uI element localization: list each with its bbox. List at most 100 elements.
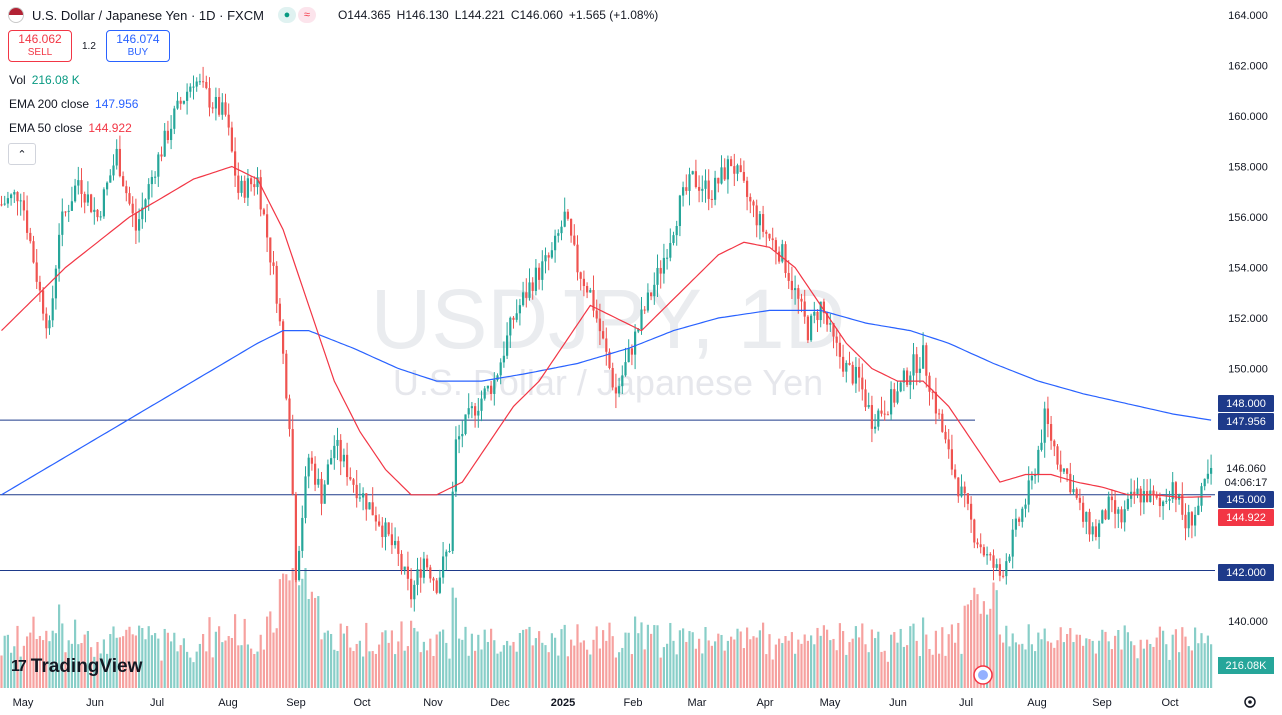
- candle-body: [314, 463, 317, 485]
- candle-body: [784, 244, 787, 274]
- ema200-legend[interactable]: EMA 200 close 147.956: [9, 97, 138, 111]
- candle-body: [733, 166, 736, 174]
- volume-bar: [272, 632, 275, 688]
- volume-bar: [720, 634, 723, 688]
- high-value: 146.130: [405, 8, 449, 22]
- volume-bar: [243, 618, 246, 688]
- volume-bar: [1126, 632, 1129, 688]
- candle-body: [595, 310, 598, 319]
- volume-bar: [464, 626, 467, 688]
- volume-bar: [518, 633, 521, 688]
- candle-body: [896, 391, 899, 403]
- candle-body: [1120, 509, 1123, 523]
- candle-body: [451, 491, 454, 551]
- volume-bar: [877, 631, 880, 688]
- candle-body: [787, 273, 790, 281]
- time-axis[interactable]: May Jun Jul Aug Sep Oct Nov Dec 2025 Feb Mar Apr May…: [13, 697, 1179, 709]
- volume-bar: [893, 632, 896, 688]
- volume-bar: [611, 636, 614, 688]
- candle-body: [874, 426, 877, 429]
- candle-body: [925, 345, 928, 376]
- volume-bar: [173, 632, 176, 688]
- candle-body: [806, 316, 809, 341]
- candle-body: [509, 317, 512, 336]
- candle-body: [848, 362, 851, 365]
- candle-body: [1075, 489, 1078, 498]
- candle-body: [1117, 509, 1120, 514]
- chevron-up-icon[interactable]: ⌃: [8, 143, 36, 165]
- buy-button[interactable]: 146.074 BUY: [105, 30, 170, 62]
- market-open-dot-icon[interactable]: ●: [277, 7, 296, 23]
- volume-bar: [733, 639, 736, 688]
- volume-bar: [304, 568, 307, 688]
- candle-body: [90, 194, 93, 212]
- symbol-title[interactable]: U.S. Dollar / Japanese Yen · 1D · FXCM: [32, 7, 264, 23]
- price-axis[interactable]: 164.000 162.000 160.000 158.000 156.000 154.0…: [1228, 10, 1268, 628]
- volume-legend[interactable]: Vol 216.08 K: [9, 73, 80, 87]
- candle-body: [982, 547, 985, 556]
- delayed-data-icon[interactable]: ≈: [297, 7, 316, 23]
- candle-body: [694, 171, 697, 187]
- volume-bar: [1187, 646, 1190, 688]
- tradingview-logo[interactable]: 17 TradingView: [11, 656, 142, 678]
- volume-bar: [1050, 642, 1053, 688]
- volume-bar: [3, 635, 6, 688]
- candle-body: [1133, 491, 1136, 495]
- candle-body: [339, 439, 342, 462]
- price-tag: [1218, 413, 1274, 430]
- volume-bar: [1091, 640, 1094, 688]
- candle-body: [432, 578, 435, 581]
- volume-bar: [445, 642, 448, 688]
- volume-bar: [470, 633, 473, 688]
- volume-bar: [371, 651, 374, 688]
- volume-bar: [787, 640, 790, 688]
- gear-icon[interactable]: [1244, 696, 1256, 708]
- volume-bar: [1046, 641, 1049, 688]
- candle-body: [637, 329, 640, 332]
- candle-body: [170, 128, 173, 141]
- candle-body: [762, 214, 765, 232]
- volume-bar: [861, 623, 864, 688]
- candle-body: [570, 218, 573, 236]
- volume-bar: [899, 628, 902, 688]
- volume-bar: [1008, 646, 1011, 688]
- candle-body: [938, 413, 941, 415]
- volume-bar: [656, 625, 659, 688]
- candle-body: [1168, 499, 1171, 501]
- candle-body: [653, 284, 656, 297]
- candle-body: [442, 556, 445, 578]
- volume-bar: [944, 655, 947, 688]
- ema50-legend[interactable]: EMA 50 close 144.922: [9, 121, 132, 135]
- candle-body: [160, 154, 163, 157]
- candle-body: [1184, 514, 1187, 529]
- high-label: H: [396, 8, 406, 22]
- volume-bar: [314, 597, 317, 688]
- time-tick-label: Feb: [624, 697, 643, 709]
- volume-bar: [26, 636, 29, 688]
- volume-bar: [528, 626, 531, 688]
- candle-body: [1021, 508, 1024, 522]
- volume-bar: [739, 631, 742, 688]
- volume-bar: [701, 653, 704, 688]
- candle-body: [717, 177, 720, 184]
- volume-bar: [403, 650, 406, 688]
- volume-bar: [387, 642, 390, 688]
- volume-bar: [179, 645, 182, 688]
- volume-bar: [400, 621, 403, 688]
- volume-bar: [80, 643, 83, 688]
- volume-bar: [694, 648, 697, 688]
- sell-button[interactable]: 146.062 SELL: [8, 30, 72, 62]
- volume-bar: [506, 640, 509, 688]
- candle-body: [672, 235, 675, 244]
- candle-body: [934, 391, 937, 414]
- volume-bar: [1040, 639, 1043, 688]
- volume-bar: [883, 650, 886, 688]
- candle-body: [880, 410, 883, 414]
- volume-bar: [672, 640, 675, 688]
- volume-bar: [230, 637, 233, 688]
- volume-bar: [832, 638, 835, 688]
- candle-body: [307, 457, 310, 477]
- candle-body: [67, 210, 70, 212]
- candle-body: [1002, 575, 1005, 577]
